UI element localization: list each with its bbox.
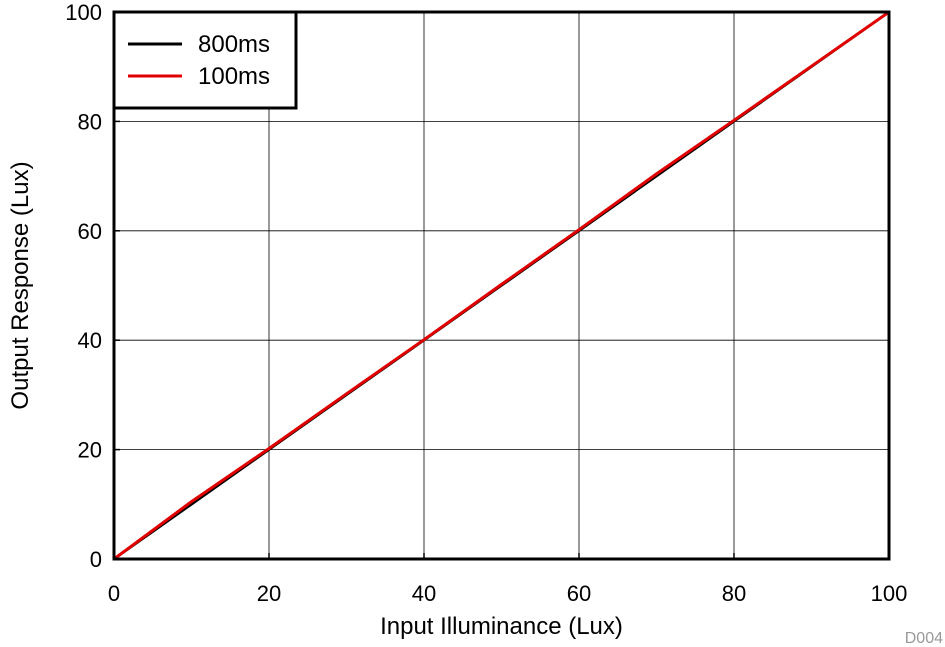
x-axis-ticks: 0 20 40 60 80 100: [108, 553, 907, 606]
x-tick-label: 80: [722, 581, 746, 606]
x-tick-label: 100: [871, 581, 908, 606]
legend-box: [112, 10, 298, 110]
x-tick-label: 0: [108, 581, 120, 606]
x-tick-label: 40: [412, 581, 436, 606]
series-line-100ms: [113, 10, 890, 561]
y-axis-ticks: 0 20 40 60 80 100: [65, 0, 120, 572]
x-tick-label: 60: [567, 581, 591, 606]
x-axis-title: Input Illuminance (Lux): [380, 613, 623, 640]
series-lines: [113, 10, 890, 561]
legend: 800ms 100ms: [112, 10, 298, 110]
legend-label: 100ms: [198, 63, 270, 90]
figure-id: D004: [905, 630, 943, 647]
y-tick-label: 100: [65, 0, 102, 25]
y-tick-label: 60: [78, 219, 102, 244]
y-tick-label: 40: [78, 328, 102, 353]
legend-label: 800ms: [198, 31, 270, 58]
y-axis-title: Output Response (Lux): [7, 161, 34, 409]
x-tick-label: 20: [257, 581, 281, 606]
y-tick-label: 80: [78, 109, 102, 134]
plot-frame: [112, 10, 891, 561]
y-tick-label: 20: [78, 438, 102, 463]
grid-lines: [114, 12, 889, 559]
y-tick-label: 0: [90, 547, 102, 572]
